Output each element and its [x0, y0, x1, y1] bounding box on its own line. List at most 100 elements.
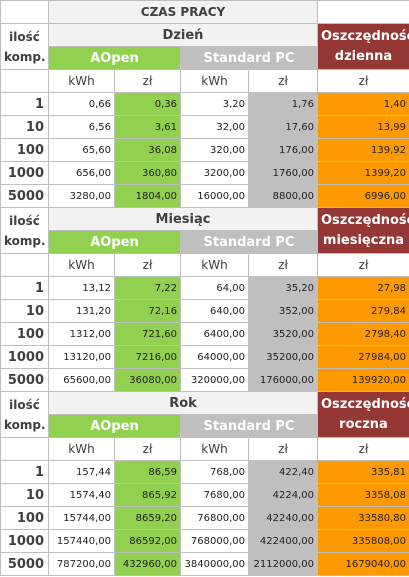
table-row: 1000 13120,00 7216,00 64000,00 35200,00 27984…	[0, 345, 409, 369]
aopen-kwh-value: 131,20	[48, 299, 115, 323]
standard-kwh-value: 16000,00	[180, 184, 249, 208]
standard-cost-value: 17,60	[248, 115, 318, 139]
unit-zl-label: zł	[317, 253, 409, 277]
aopen-kwh-value: 15744,00	[48, 506, 115, 530]
day-section-header-row: ilość komp. Dzień Oszczędność dzienna	[0, 23, 409, 70]
aopen-cost-value: 432960,00	[114, 552, 181, 576]
standard-cost-value: 176000,00	[248, 368, 318, 392]
aopen-kwh-value: 787200,00	[48, 552, 115, 576]
aopen-cost-value: 86,59	[114, 460, 181, 484]
standard-cost-value: 176,00	[248, 138, 318, 162]
day-qty-header: ilość komp.	[0, 23, 49, 70]
table-row: 1 0,66 0,36 3,20 1,76 1,40	[0, 92, 409, 116]
standard-kwh-value: 3840000,00	[180, 552, 249, 576]
computer-count: 5000	[0, 184, 49, 208]
computer-count: 10	[0, 483, 49, 507]
standard-kwh-value: 6400,00	[180, 322, 249, 346]
aopen-kwh-value: 6,56	[48, 115, 115, 139]
aopen-kwh-value: 0,66	[48, 92, 115, 116]
savings-value: 1679040,00	[317, 552, 409, 576]
unit-kwh-label: kWh	[180, 69, 249, 93]
aopen-kwh-value: 1574,40	[48, 483, 115, 507]
savings-value: 13,99	[317, 115, 409, 139]
aopen-cost-value: 7,22	[114, 276, 181, 300]
savings-value: 3358,08	[317, 483, 409, 507]
standard-cost-value: 3520,00	[248, 322, 318, 346]
table-row: 10 1574,40 865,92 7680,00 4224,00 3358,08	[0, 483, 409, 507]
computer-count: 1	[0, 276, 49, 300]
standard-kwh-value: 320000,00	[180, 368, 249, 392]
savings-value: 139,92	[317, 138, 409, 162]
year-aopen-header: AOpen	[48, 414, 181, 438]
day-section-label: Dzień	[48, 23, 318, 47]
unit-zl-label: zł	[248, 437, 318, 461]
aopen-cost-value: 721,60	[114, 322, 181, 346]
aopen-kwh-value: 13,12	[48, 276, 115, 300]
table-row: 1000 157440,00 86592,00 768000,00 422400,00 3…	[0, 529, 409, 553]
computer-count: 100	[0, 322, 49, 346]
computer-count: 10	[0, 115, 49, 139]
standard-kwh-value: 3200,00	[180, 161, 249, 185]
aopen-kwh-value: 13120,00	[48, 345, 115, 369]
savings-value: 1,40	[317, 92, 409, 116]
savings-value: 27,98	[317, 276, 409, 300]
title-right-blank	[317, 0, 409, 24]
standard-kwh-value: 768,00	[180, 460, 249, 484]
aopen-kwh-value: 1312,00	[48, 322, 115, 346]
aopen-cost-value: 72,16	[114, 299, 181, 323]
aopen-cost-value: 1804,00	[114, 184, 181, 208]
day-unit-blank	[0, 69, 49, 93]
standard-cost-value: 422,40	[248, 460, 318, 484]
unit-zl-label: zł	[317, 437, 409, 461]
table-row: 1 13,12 7,22 64,00 35,20 27,98	[0, 276, 409, 300]
year-savings-header: Oszczędność roczna	[317, 391, 409, 438]
standard-cost-value: 352,00	[248, 299, 318, 323]
month-unit-row: kWh zł kWh zł zł	[0, 253, 409, 277]
aopen-kwh-value: 3280,00	[48, 184, 115, 208]
unit-zl-label: zł	[248, 69, 318, 93]
unit-zl-label: zł	[248, 253, 318, 277]
unit-zl-label: zł	[114, 437, 181, 461]
standard-kwh-value: 64,00	[180, 276, 249, 300]
standard-cost-value: 42240,00	[248, 506, 318, 530]
table-title: CZAS PRACY	[48, 0, 318, 24]
year-section-label: Rok	[48, 391, 318, 415]
month-savings-header: Oszczędność miesięczna	[317, 207, 409, 254]
year-unit-blank	[0, 437, 49, 461]
day-aopen-header: AOpen	[48, 46, 181, 70]
title-row: CZAS PRACY	[0, 0, 409, 24]
month-unit-blank	[0, 253, 49, 277]
standard-kwh-value: 768000,00	[180, 529, 249, 553]
standard-kwh-value: 320,00	[180, 138, 249, 162]
aopen-kwh-value: 65,60	[48, 138, 115, 162]
computer-count: 10	[0, 299, 49, 323]
standard-cost-value: 2112000,00	[248, 552, 318, 576]
aopen-cost-value: 8659,20	[114, 506, 181, 530]
standard-kwh-value: 32,00	[180, 115, 249, 139]
aopen-cost-value: 36,08	[114, 138, 181, 162]
unit-zl-label: zł	[317, 69, 409, 93]
computer-count: 1000	[0, 345, 49, 369]
day-unit-row: kWh zł kWh zł zł	[0, 69, 409, 93]
aopen-kwh-value: 656,00	[48, 161, 115, 185]
standard-cost-value: 1,76	[248, 92, 318, 116]
aopen-cost-value: 7216,00	[114, 345, 181, 369]
day-savings-header: Oszczędność dzienna	[317, 23, 409, 70]
savings-value: 2798,40	[317, 322, 409, 346]
aopen-cost-value: 86592,00	[114, 529, 181, 553]
unit-kwh-label: kWh	[180, 253, 249, 277]
table-row: 5000 787200,00 432960,00 3840000,00 2112000,…	[0, 552, 409, 576]
standard-cost-value: 8800,00	[248, 184, 318, 208]
standard-cost-value: 1760,00	[248, 161, 318, 185]
computer-count: 1	[0, 92, 49, 116]
aopen-kwh-value: 157,44	[48, 460, 115, 484]
standard-kwh-value: 3,20	[180, 92, 249, 116]
standard-kwh-value: 64000,00	[180, 345, 249, 369]
computer-count: 1000	[0, 161, 49, 185]
computer-count: 5000	[0, 552, 49, 576]
table-row: 1000 656,00 360,80 3200,00 1760,00 1399,20	[0, 161, 409, 185]
unit-kwh-label: kWh	[180, 437, 249, 461]
table-row: 10 131,20 72,16 640,00 352,00 279,84	[0, 299, 409, 323]
savings-value: 335808,00	[317, 529, 409, 553]
